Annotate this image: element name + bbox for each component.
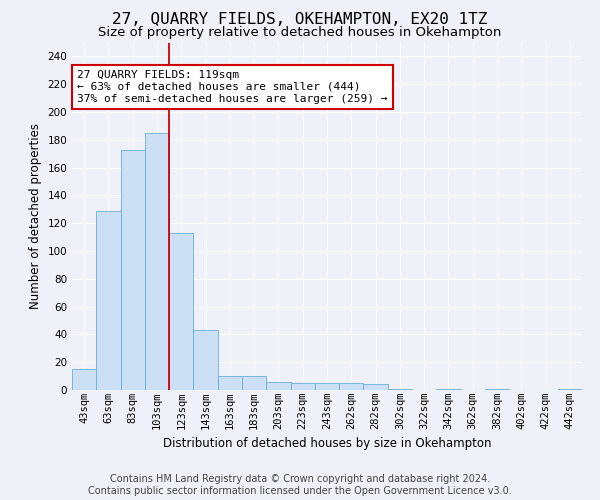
Bar [290, 383, 315, 390]
Bar [72, 369, 96, 390]
Text: Contains HM Land Registry data © Crown copyright and database right 2024.
Contai: Contains HM Land Registry data © Crown c… [88, 474, 512, 496]
Y-axis label: Number of detached properties: Number of detached properties [29, 123, 42, 309]
Bar [364, 384, 388, 390]
Bar [339, 383, 364, 390]
Text: 27, QUARRY FIELDS, OKEHAMPTON, EX20 1TZ: 27, QUARRY FIELDS, OKEHAMPTON, EX20 1TZ [112, 12, 488, 26]
Bar [169, 233, 193, 390]
Bar [96, 210, 121, 390]
Text: 27 QUARRY FIELDS: 119sqm
← 63% of detached houses are smaller (444)
37% of semi-: 27 QUARRY FIELDS: 119sqm ← 63% of detach… [77, 70, 388, 104]
Bar [436, 388, 461, 390]
Bar [145, 133, 169, 390]
X-axis label: Distribution of detached houses by size in Okehampton: Distribution of detached houses by size … [163, 437, 491, 450]
Bar [266, 382, 290, 390]
Bar [388, 388, 412, 390]
Bar [315, 383, 339, 390]
Bar [193, 330, 218, 390]
Text: Size of property relative to detached houses in Okehampton: Size of property relative to detached ho… [98, 26, 502, 39]
Bar [218, 376, 242, 390]
Bar [558, 388, 582, 390]
Bar [485, 388, 509, 390]
Bar [121, 150, 145, 390]
Bar [242, 376, 266, 390]
